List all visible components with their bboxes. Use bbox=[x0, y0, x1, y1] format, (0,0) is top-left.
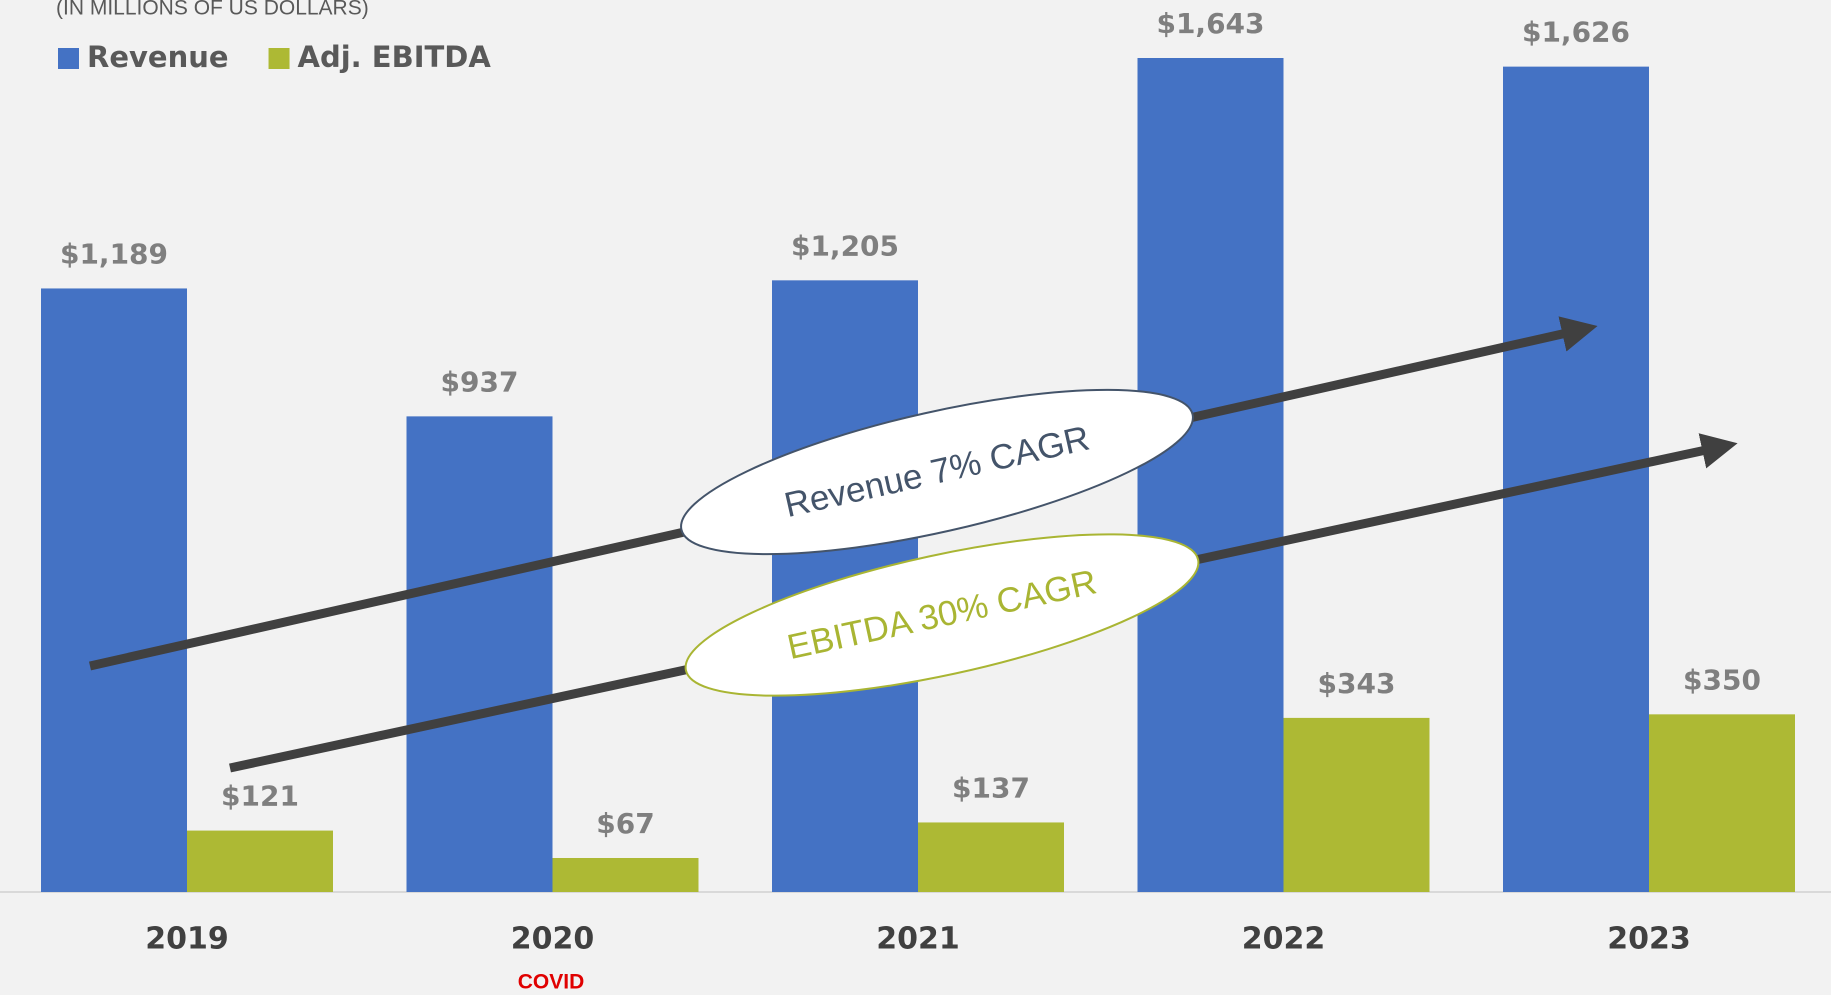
x-tick-label: 2020 bbox=[511, 922, 595, 957]
bar bbox=[406, 416, 553, 892]
ebitda-cagr: EBITDA 30% CAGR bbox=[684, 533, 1200, 697]
bar bbox=[552, 857, 699, 892]
data-label: $1,205 bbox=[791, 229, 899, 262]
callout bbox=[684, 533, 1200, 697]
x-tick-label: 2022 bbox=[1242, 922, 1326, 957]
data-label: $67 bbox=[596, 807, 654, 840]
bar bbox=[1137, 58, 1284, 892]
data-label: $1,643 bbox=[1156, 7, 1264, 40]
legend-label: Revenue bbox=[87, 40, 229, 74]
data-label: $1,626 bbox=[1522, 16, 1630, 49]
x-tick-label: 2023 bbox=[1607, 922, 1691, 957]
data-label: $350 bbox=[1683, 663, 1761, 696]
legend-swatch bbox=[58, 48, 79, 69]
x-tick-label: 2021 bbox=[876, 922, 960, 957]
subtitle: (IN MILLIONS OF US DOLLARS) bbox=[56, 0, 369, 20]
bar bbox=[1649, 714, 1795, 892]
data-label: $137 bbox=[952, 771, 1030, 804]
annotation: COVID bbox=[518, 971, 585, 994]
bar bbox=[187, 830, 333, 892]
data-label: $121 bbox=[221, 780, 299, 813]
data-label: $937 bbox=[441, 365, 519, 398]
bar bbox=[1283, 717, 1430, 892]
legend-swatch bbox=[268, 48, 290, 69]
data-label: $1,189 bbox=[60, 237, 168, 270]
legend-label: Adj. EBITDA bbox=[298, 40, 492, 74]
bars bbox=[41, 58, 1795, 893]
bar bbox=[918, 822, 1064, 892]
bar bbox=[41, 288, 187, 892]
x-tick-label: 2019 bbox=[145, 922, 229, 957]
callout bbox=[680, 388, 1194, 556]
data-label: $343 bbox=[1318, 667, 1396, 700]
